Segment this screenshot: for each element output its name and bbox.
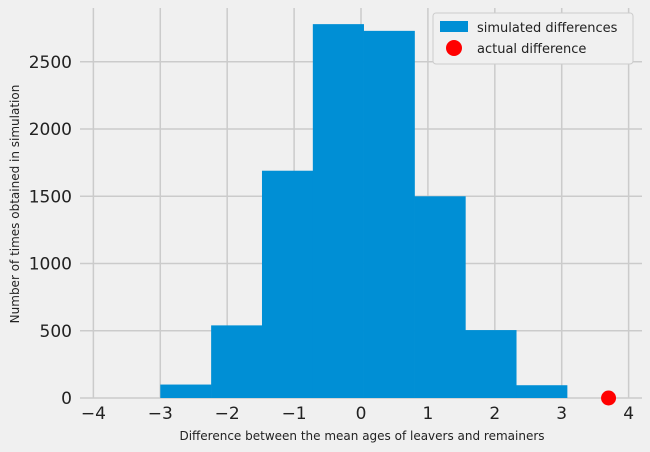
- histogram-bar-6: [465, 330, 517, 398]
- legend-marker-actual-difference: [446, 40, 462, 56]
- x-tick-label: 1: [422, 404, 433, 424]
- legend-label-simulated-differences: simulated differences: [477, 21, 618, 36]
- x-tick-label: −2: [215, 404, 240, 424]
- y-axis-label: Number of times obtained in simulation: [8, 85, 22, 324]
- histogram-bar-3: [312, 24, 364, 398]
- legend: simulated differences actual difference: [432, 12, 634, 65]
- histogram-bar-0: [160, 384, 212, 398]
- actual-difference-point: [601, 390, 617, 406]
- histogram-bar-1: [211, 325, 263, 398]
- x-tick-label: −1: [282, 404, 307, 424]
- legend-swatch-simulated-differences: [440, 21, 468, 32]
- y-tick-label: 1500: [29, 187, 72, 207]
- y-tick-label: 500: [40, 322, 72, 342]
- x-tick-label: 3: [556, 404, 567, 424]
- x-tick-label: 0: [356, 404, 367, 424]
- y-axis-ticks: 0 500 1000 1500 2000 2500: [29, 53, 72, 409]
- x-axis-ticks: −4 −3 −2 −1 0 1 2 3 4: [81, 404, 634, 424]
- histogram-bar-5: [414, 196, 466, 398]
- x-tick-label: 2: [489, 404, 500, 424]
- x-tick-label: 4: [623, 404, 634, 424]
- y-tick-label: 1000: [29, 255, 72, 275]
- histogram-bar-2: [261, 170, 314, 398]
- y-tick-label: 0: [61, 389, 72, 409]
- x-axis-label: Difference between the mean ages of leav…: [179, 429, 544, 443]
- x-tick-label: −3: [148, 404, 173, 424]
- y-tick-label: 2000: [29, 120, 72, 140]
- histogram-bar-7: [516, 385, 568, 398]
- legend-label-actual-difference: actual difference: [477, 42, 586, 57]
- scatter-points: [601, 390, 617, 406]
- x-tick-label: −4: [81, 404, 106, 424]
- y-tick-label: 2500: [29, 53, 72, 73]
- histogram-bars: [160, 24, 568, 399]
- legend-frame: [432, 12, 634, 65]
- histogram-bar-4: [363, 30, 415, 399]
